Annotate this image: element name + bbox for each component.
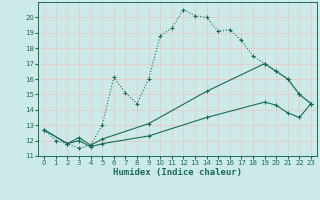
X-axis label: Humidex (Indice chaleur): Humidex (Indice chaleur) <box>113 168 242 177</box>
